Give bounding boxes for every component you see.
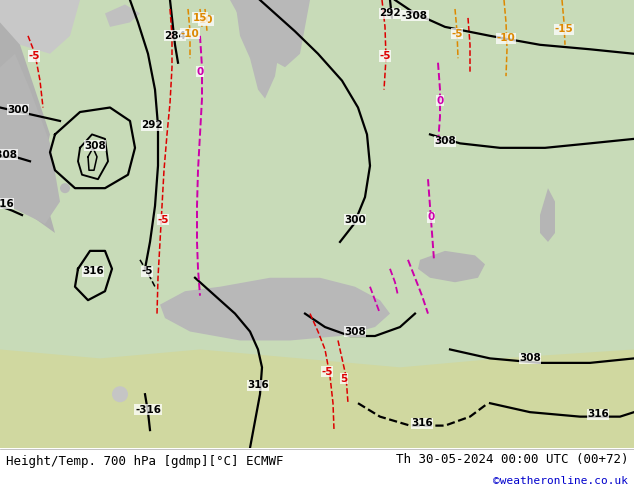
Text: -5: -5 [141,266,153,276]
Text: 316: 316 [587,410,609,419]
Text: 316: 316 [82,266,104,276]
Text: -5: -5 [451,28,463,39]
Text: 284: 284 [164,31,186,41]
Text: 292: 292 [141,121,163,130]
Text: Th 30-05-2024 00:00 UTC (00+72): Th 30-05-2024 00:00 UTC (00+72) [396,453,628,466]
Polygon shape [160,278,390,341]
Text: 0: 0 [427,212,435,222]
Text: -308: -308 [0,149,17,160]
Text: 308: 308 [434,136,456,146]
Polygon shape [235,0,280,98]
Text: -5: -5 [379,51,391,61]
Circle shape [60,183,70,193]
Text: -10: -10 [496,33,515,43]
Text: 10: 10 [198,15,213,25]
Polygon shape [0,54,60,224]
Text: 300: 300 [344,215,366,224]
Circle shape [112,386,128,402]
Polygon shape [418,251,485,282]
Text: 316: 316 [411,418,433,428]
Text: Height/Temp. 700 hPa [gdmp][°C] ECMWF: Height/Temp. 700 hPa [gdmp][°C] ECMWF [6,455,283,468]
Text: -308: -308 [402,11,428,21]
Text: ©weatheronline.co.uk: ©weatheronline.co.uk [493,476,628,486]
Polygon shape [0,0,55,233]
Polygon shape [105,4,140,27]
Text: -5: -5 [321,367,333,377]
Text: 300: 300 [7,105,29,115]
Polygon shape [0,0,634,448]
Text: 308: 308 [519,353,541,364]
Text: -15: -15 [555,24,573,34]
Text: -5: -5 [157,215,169,224]
Text: -5: -5 [29,51,40,61]
Text: 15: 15 [193,13,207,23]
Text: 308: 308 [344,326,366,337]
Polygon shape [540,188,555,242]
Text: 292: 292 [379,8,401,19]
Polygon shape [230,0,310,67]
Text: 5: 5 [340,373,347,384]
Text: -10: -10 [181,28,199,39]
Text: 0: 0 [436,96,444,106]
Text: -316: -316 [135,405,161,415]
Text: 308: 308 [84,141,106,150]
Text: 316: 316 [0,199,14,209]
Polygon shape [0,0,80,54]
Text: 0: 0 [197,67,204,76]
Text: 316: 316 [247,380,269,390]
Polygon shape [0,349,634,448]
